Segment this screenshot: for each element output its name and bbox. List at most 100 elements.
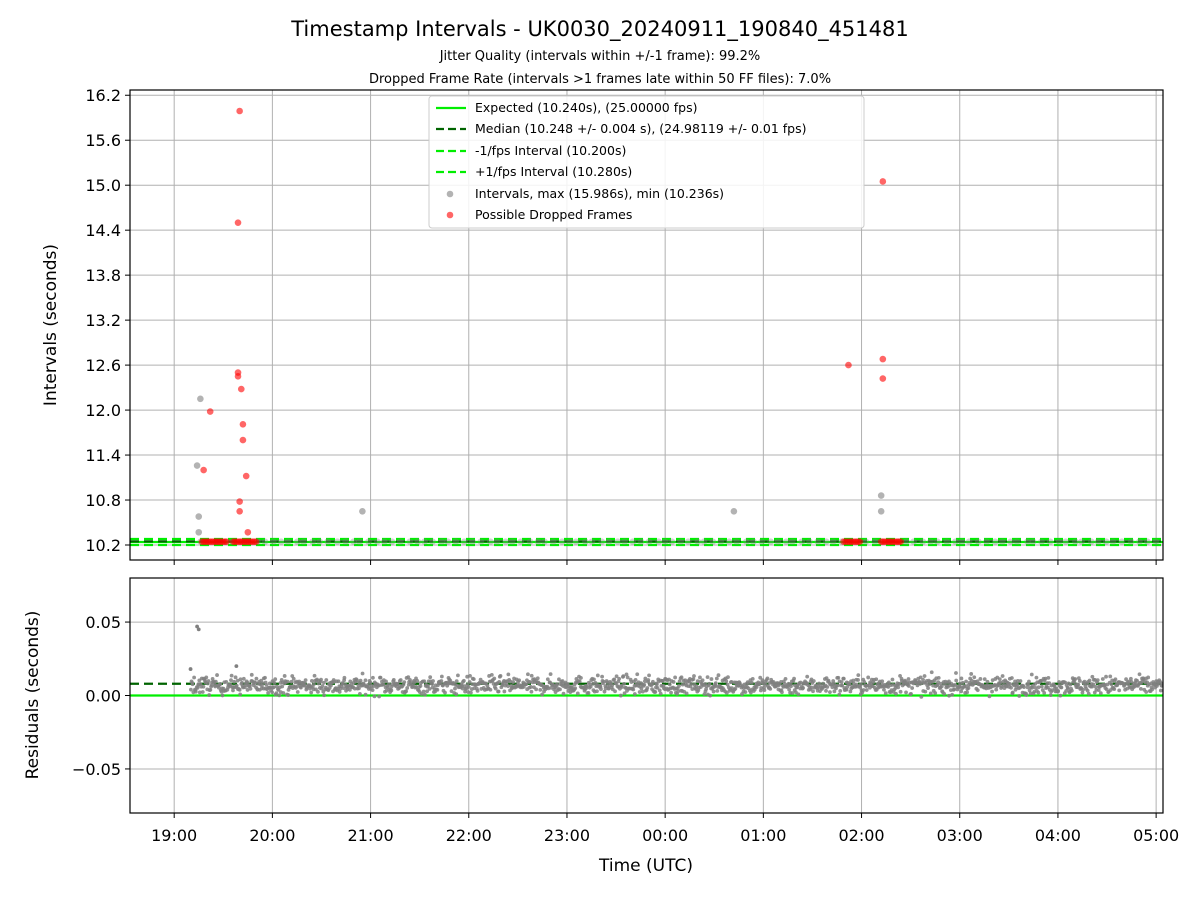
- intervals-y-label: Intervals (seconds): [41, 244, 61, 406]
- dropped-frame-point-13: [845, 361, 852, 369]
- residual-point: [336, 679, 341, 684]
- residual-point: [1087, 678, 1092, 683]
- residual-point: [768, 686, 773, 691]
- residual-point: [419, 692, 424, 696]
- residual-point: [743, 690, 748, 694]
- residual-point: [780, 690, 784, 695]
- residual-point: [600, 674, 605, 679]
- residual-point: [414, 684, 419, 689]
- interval-point: [862, 538, 870, 545]
- residual-point: [985, 679, 990, 684]
- residual-point: [882, 687, 886, 692]
- residual-point: [1066, 686, 1070, 691]
- residual-point: [954, 678, 959, 683]
- residual-point: [640, 689, 645, 694]
- interval-point: [637, 538, 645, 545]
- residual-point: [1117, 688, 1122, 693]
- residual-point: [329, 683, 333, 688]
- residual-point: [1069, 688, 1074, 693]
- residual-point: [588, 684, 593, 689]
- residual-point: [779, 680, 783, 684]
- residual-point: [555, 682, 559, 687]
- residual-point: [990, 689, 994, 694]
- residual-point: [324, 678, 329, 682]
- interval-point: [261, 538, 269, 545]
- interval-point: [822, 538, 830, 545]
- residual-point: [1010, 690, 1015, 695]
- interval-point: [927, 538, 934, 545]
- y-tick-label-0: 10.2: [85, 536, 121, 555]
- interval-point: [733, 538, 740, 545]
- dropped-frame-cluster-2: [856, 538, 864, 546]
- dropped-frame-point-15: [879, 355, 887, 363]
- residual-point: [233, 675, 238, 680]
- residual-point: [1017, 694, 1022, 698]
- interval-point: [614, 538, 622, 545]
- interval-point-1: [197, 395, 204, 403]
- residual-point: [466, 690, 470, 694]
- interval-point: [374, 538, 381, 545]
- interval-point: [598, 538, 606, 545]
- residuals-y-ticks: 0.05 0.00 −0.05: [72, 613, 130, 779]
- residual-point: [468, 673, 472, 678]
- residual-point: [1085, 688, 1090, 693]
- residual-point: [1059, 685, 1064, 690]
- residual-point: [858, 685, 863, 690]
- interval-point: [477, 538, 485, 545]
- residual-point: [1047, 681, 1052, 686]
- residual-point: [235, 678, 240, 683]
- residual-point: [577, 679, 582, 684]
- residual-point: [851, 678, 856, 683]
- residual-point: [249, 672, 254, 677]
- residual-point: [724, 679, 729, 684]
- interval-point: [421, 538, 428, 545]
- residual-point: [840, 683, 845, 688]
- residual-point: [647, 673, 651, 678]
- residual-point: [248, 686, 253, 691]
- residuals-x-ticks: 19:00 20:00 21:00 22:00 23:00 00:00 01:00 02:00…: [151, 813, 1179, 845]
- interval-point: [444, 538, 452, 545]
- residual-point: [1026, 682, 1031, 687]
- residual-point: [377, 694, 382, 699]
- residual-point: [488, 687, 493, 692]
- interval-point: [558, 538, 566, 545]
- residual-point: [213, 679, 218, 684]
- residual-point: [836, 675, 841, 680]
- residual-point: [238, 692, 243, 697]
- residual-point: [1028, 691, 1033, 696]
- residual-point: [975, 688, 980, 693]
- interval-point: [709, 538, 717, 545]
- residual-point: [758, 675, 763, 680]
- residual-point: [883, 691, 888, 696]
- residual-point: [322, 680, 326, 685]
- interval-point: [342, 538, 349, 545]
- dropped-frame-point-7: [236, 507, 243, 515]
- residual-point: [302, 681, 307, 686]
- residual-point: [698, 685, 703, 689]
- residual-point: [1057, 680, 1062, 684]
- residual-point: [1076, 682, 1081, 687]
- residual-point: [676, 689, 681, 694]
- residual-point: [260, 681, 265, 686]
- residual-point: [950, 692, 955, 697]
- interval-point: [438, 538, 446, 545]
- residual-point: [783, 676, 788, 681]
- residual-point: [704, 687, 709, 691]
- interval-point: [1127, 538, 1135, 545]
- residual-point: [254, 676, 259, 681]
- interval-point: [1078, 538, 1085, 545]
- residual-point: [713, 681, 718, 686]
- residual-point: [1042, 690, 1047, 695]
- residual-point: [319, 677, 323, 682]
- residual-point: [897, 681, 902, 686]
- interval-point: [700, 538, 708, 545]
- residual-point: [960, 680, 965, 685]
- interval-point-0: [193, 462, 201, 469]
- residual-point: [632, 692, 637, 696]
- dropped-frame-point-4: [234, 219, 242, 226]
- interval-point-3: [195, 528, 203, 536]
- residual-point: [622, 691, 627, 696]
- residual-point: [466, 685, 471, 689]
- interval-point: [300, 538, 307, 545]
- residual-point: [933, 691, 938, 695]
